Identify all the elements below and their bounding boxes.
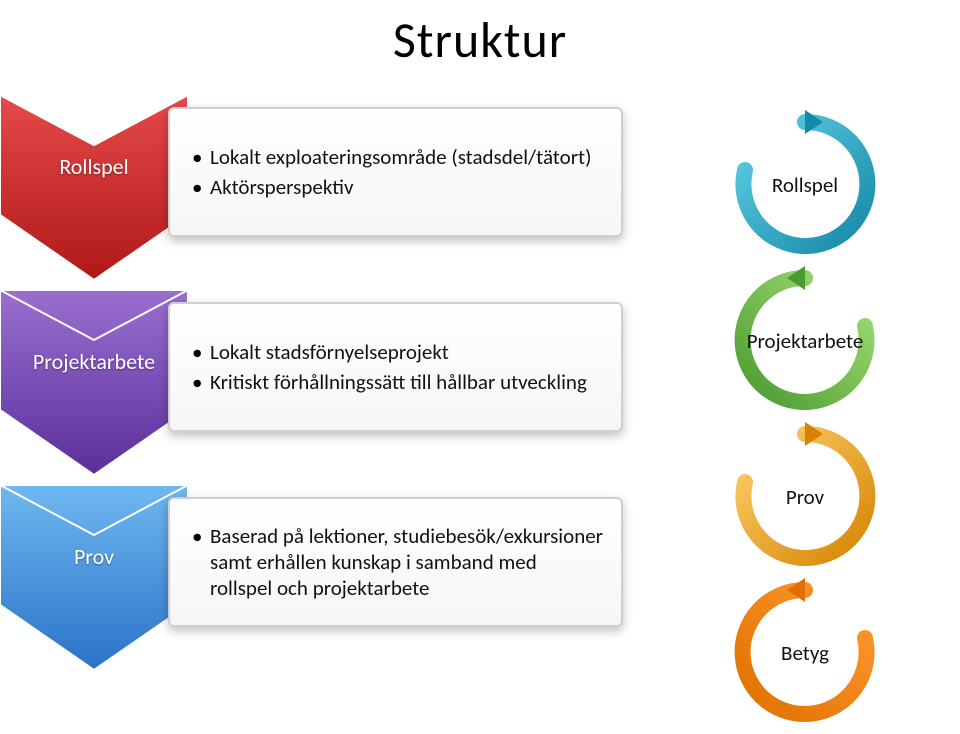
- page-title: Struktur: [0, 10, 960, 71]
- cycle-betyg: Betyg: [705, 578, 905, 728]
- cycle-label: Prov: [705, 484, 905, 510]
- chevron-shape-icon: [0, 290, 188, 475]
- step-projektarbete: Projektarbete Lokalt stadsförnyelseproje…: [0, 290, 640, 475]
- chevron-projektarbete: Projektarbete: [0, 290, 188, 475]
- bullet-item: Lokalt stadsförnyelseprojekt: [192, 339, 603, 365]
- cycle-prov: Prov: [705, 422, 905, 572]
- cycle-rollspel: Rollspel: [705, 110, 905, 260]
- step-rollspel: Rollspel Lokalt exploateringsområde (sta…: [0, 95, 640, 280]
- left-column: Rollspel Lokalt exploateringsområde (sta…: [0, 95, 640, 680]
- chevron-shape-icon: [0, 95, 188, 280]
- chevron-rollspel: Rollspel: [0, 95, 188, 280]
- bullet-item: Lokalt exploateringsområde (stadsdel/tät…: [192, 144, 603, 170]
- chevron-prov: Prov: [0, 485, 188, 670]
- bullet-item: Aktörsperspektiv: [192, 174, 603, 200]
- right-column: Rollspel Projektarbete: [670, 110, 940, 734]
- callout-prov: Baserad på lektioner, studiebesök/exkurs…: [168, 497, 623, 627]
- chevron-shape-icon: [0, 485, 188, 670]
- bullet-item: Baserad på lektioner, studiebesök/exkurs…: [192, 523, 603, 602]
- chevron-label: Prov: [0, 543, 188, 570]
- chevron-label: Rollspel: [0, 153, 188, 180]
- callout-projektarbete: Lokalt stadsförnyelseprojekt Kritiskt fö…: [168, 302, 623, 432]
- cycle-label: Projektarbete: [705, 328, 905, 354]
- cycle-label: Betyg: [705, 640, 905, 666]
- step-prov: Prov Baserad på lektioner, studiebesök/e…: [0, 485, 640, 670]
- bullet-item: Kritiskt förhållningssätt till hållbar u…: [192, 369, 603, 395]
- cycle-projektarbete: Projektarbete: [705, 266, 905, 416]
- chevron-label: Projektarbete: [0, 348, 188, 375]
- cycle-label: Rollspel: [705, 172, 905, 198]
- callout-rollspel: Lokalt exploateringsområde (stadsdel/tät…: [168, 107, 623, 237]
